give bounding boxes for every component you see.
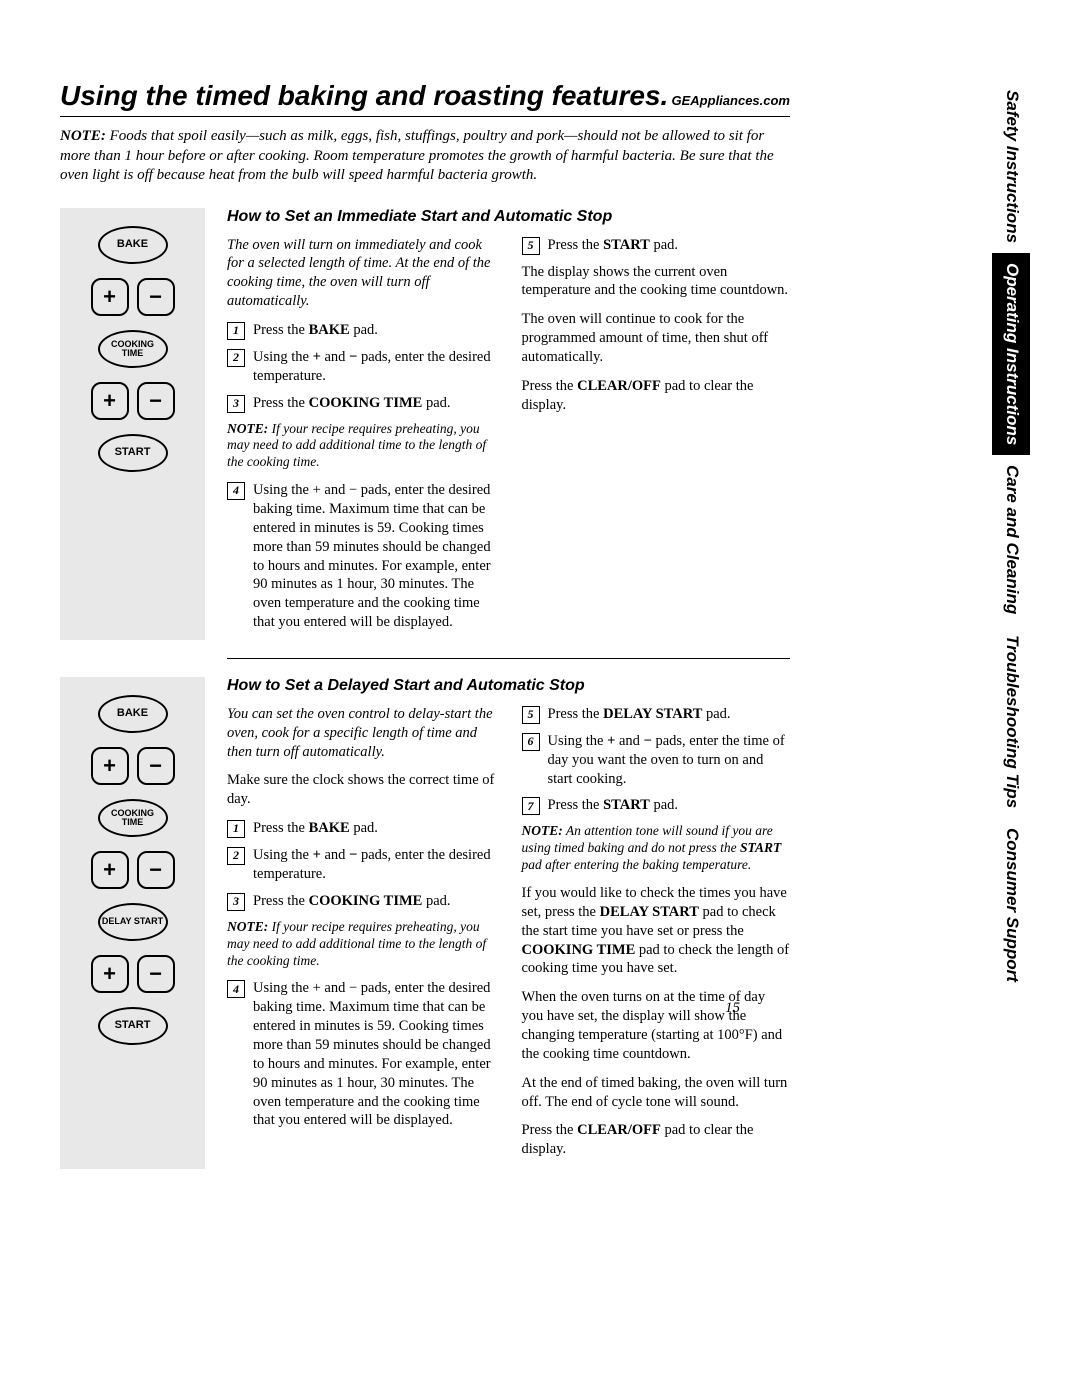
section2-intro: You can set the oven control to delay-st… <box>227 705 496 762</box>
minus-pad[interactable]: − <box>137 278 175 316</box>
step-text: Press the BAKE pad. <box>253 819 496 838</box>
section1-intro: The oven will turn on immediately and co… <box>227 236 496 311</box>
minus-pad[interactable]: − <box>137 955 175 993</box>
plus-pad[interactable]: + <box>91 382 129 420</box>
step-text: Using the + and − pads, enter the desire… <box>253 979 496 1130</box>
tab-safety: Safety Instructions <box>992 80 1030 253</box>
step-text: Using the + and − pads, enter the time o… <box>548 732 791 789</box>
minus-pad[interactable]: − <box>137 382 175 420</box>
step-text: Press the START pad. <box>548 796 791 815</box>
step-text: Press the BAKE pad. <box>253 321 496 340</box>
tab-troubleshooting: Troubleshooting Tips <box>992 625 1030 818</box>
bake-pad[interactable]: BAKE <box>98 226 168 264</box>
cooking-time-pad[interactable]: COOKING TIME <box>98 330 168 368</box>
section-delayed: BAKE + − COOKING TIME + − DELAY START + … <box>60 677 790 1169</box>
step-num: 2 <box>227 349 245 367</box>
paragraph: Press the CLEAR/OFF pad to clear the dis… <box>522 377 791 415</box>
tab-consumer-support: Consumer Support <box>992 818 1030 992</box>
step-text: Using the + and − pads, enter the desire… <box>253 481 496 632</box>
step-num: 1 <box>227 820 245 838</box>
start-pad[interactable]: START <box>98 434 168 472</box>
plus-pad[interactable]: + <box>91 955 129 993</box>
step-num: 4 <box>227 482 245 500</box>
page: Using the timed baking and roasting feat… <box>0 0 850 1227</box>
step-text: Using the + and − pads, enter the desire… <box>253 348 496 386</box>
side-tabs: Safety Instructions Operating Instructio… <box>992 80 1030 1180</box>
note-label: NOTE: <box>60 128 106 144</box>
divider <box>227 658 790 659</box>
section2-note: NOTE: If your recipe requires preheating… <box>227 919 496 970</box>
section2-col-right: 5 Press the DELAY START pad. 6 Using the +… <box>522 705 791 1169</box>
step-text: Press the DELAY START pad. <box>548 705 791 724</box>
page-number: 15 <box>725 1000 740 1017</box>
plus-pad[interactable]: + <box>91 747 129 785</box>
step-text: Press the COOKING TIME pad. <box>253 394 496 413</box>
step-num: 7 <box>522 797 540 815</box>
plus-pad[interactable]: + <box>91 851 129 889</box>
paragraph: Make sure the clock shows the correct ti… <box>227 771 496 809</box>
minus-pad[interactable]: − <box>137 851 175 889</box>
cooking-time-pad[interactable]: COOKING TIME <box>98 799 168 837</box>
paragraph: When the oven turns on at the time of da… <box>522 988 791 1063</box>
step-num: 3 <box>227 893 245 911</box>
paragraph: The display shows the current oven tempe… <box>522 263 791 301</box>
tab-operating: Operating Instructions <box>992 253 1030 455</box>
control-panel-2: BAKE + − COOKING TIME + − DELAY START + … <box>60 677 205 1169</box>
site-url: GEAppliances.com <box>672 93 790 108</box>
section2-col-left: You can set the oven control to delay-st… <box>227 705 496 1169</box>
divider <box>60 116 790 117</box>
step-num: 4 <box>227 980 245 998</box>
step-num: 5 <box>522 237 540 255</box>
tab-care: Care and Cleaning <box>992 455 1030 624</box>
section2-right-note: NOTE: An attention tone will sound if yo… <box>522 823 791 874</box>
step-text: Press the COOKING TIME pad. <box>253 892 496 911</box>
paragraph: The oven will continue to cook for the p… <box>522 310 791 367</box>
section2-content: How to Set a Delayed Start and Automatic… <box>227 677 790 1169</box>
control-panel-1: BAKE + − COOKING TIME + − START <box>60 208 205 640</box>
section1-note: NOTE: If your recipe requires preheating… <box>227 421 496 472</box>
top-note: NOTE: Foods that spoil easily—such as mi… <box>60 127 790 186</box>
step-num: 6 <box>522 733 540 751</box>
section1-heading: How to Set an Immediate Start and Automa… <box>227 208 790 226</box>
step-text: Using the + and − pads, enter the desire… <box>253 846 496 884</box>
start-pad[interactable]: START <box>98 1007 168 1045</box>
note-text: Foods that spoil easily—such as milk, eg… <box>60 128 774 183</box>
step-text: Press the START pad. <box>548 236 791 255</box>
step-num: 2 <box>227 847 245 865</box>
paragraph: Press the CLEAR/OFF pad to clear the dis… <box>522 1121 791 1159</box>
paragraph: If you would like to check the times you… <box>522 884 791 978</box>
page-title: Using the timed baking and roasting feat… <box>60 80 668 112</box>
step-num: 1 <box>227 322 245 340</box>
section1-col-right: 5 Press the START pad. The display shows … <box>522 236 791 640</box>
section-immediate: BAKE + − COOKING TIME + − START How to S… <box>60 208 790 640</box>
step-num: 3 <box>227 395 245 413</box>
section2-heading: How to Set a Delayed Start and Automatic… <box>227 677 790 695</box>
plus-pad[interactable]: + <box>91 278 129 316</box>
minus-pad[interactable]: − <box>137 747 175 785</box>
delay-start-pad[interactable]: DELAY START <box>98 903 168 941</box>
bake-pad[interactable]: BAKE <box>98 695 168 733</box>
section1-col-left: The oven will turn on immediately and co… <box>227 236 496 640</box>
title-row: Using the timed baking and roasting feat… <box>60 80 790 112</box>
paragraph: At the end of timed baking, the oven wil… <box>522 1074 791 1112</box>
section1-content: How to Set an Immediate Start and Automa… <box>227 208 790 640</box>
step-num: 5 <box>522 706 540 724</box>
